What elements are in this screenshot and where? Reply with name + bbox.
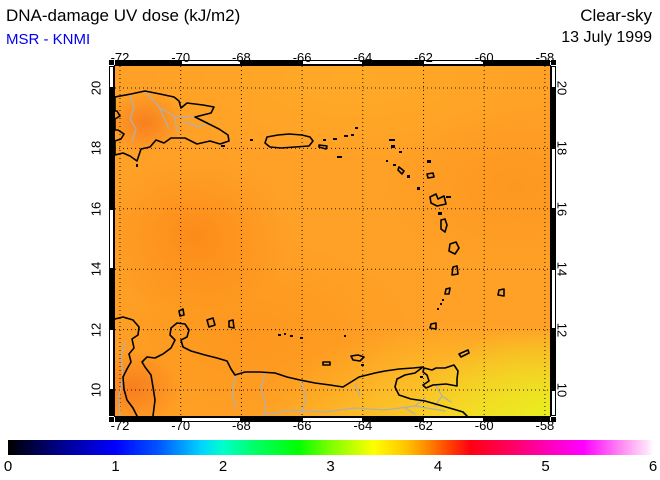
colorbar-tick-label: 0 — [3, 458, 13, 475]
coastline-venezuela-east — [141, 322, 468, 416]
lon-tick-label-bottom: -64 — [353, 418, 373, 433]
coastline-st-kitts — [397, 166, 405, 175]
frame-segment — [109, 60, 114, 65]
frame-segment — [551, 417, 556, 422]
colorbar-tick-label: 5 — [541, 458, 550, 475]
lat-tick-label-left: 18 — [88, 141, 104, 156]
lat-tick-label-right: 12 — [554, 322, 570, 337]
lon-tick-label-bottom: -60 — [474, 418, 494, 433]
coastline-antigua — [426, 172, 435, 179]
coastlines-layer — [115, 90, 505, 416]
lat-tick-label-left: 14 — [88, 261, 104, 277]
coastline-venezuela-west — [115, 316, 140, 416]
lon-tick-label-bottom: -70 — [171, 418, 191, 433]
coastline-bonaire — [228, 319, 235, 329]
coastline-dominica — [440, 218, 448, 233]
coastline-grenada — [429, 322, 437, 330]
frame-segment — [551, 269, 556, 329]
frame-segment — [109, 66, 114, 88]
frame-segment — [109, 209, 114, 269]
lat-tick-label-left: 16 — [88, 201, 104, 217]
frame-segment — [422, 417, 484, 422]
colorbar-tick-label: 2 — [218, 458, 228, 475]
lon-tick-label-bottom: -58 — [535, 418, 555, 433]
colorbar-tick-label: 6 — [648, 458, 658, 475]
lon-tick-label-top: -66 — [292, 50, 312, 65]
frame-segment — [241, 417, 302, 422]
frame-segment — [551, 209, 556, 269]
frame-segment — [109, 389, 114, 416]
lat-tick-label-right: 10 — [554, 382, 570, 398]
colorbar — [8, 440, 653, 455]
frame-segment — [551, 148, 556, 209]
coastline-margarita — [350, 354, 365, 362]
map-panel — [114, 65, 551, 417]
lon-tick-label-bottom: -68 — [231, 418, 251, 433]
lon-tick-label-top: -72 — [110, 50, 130, 65]
frame-segment — [551, 389, 556, 416]
frame-segment — [551, 88, 556, 148]
colorbar-tick-label: 4 — [433, 458, 443, 475]
small-islands — [136, 127, 451, 378]
coastline-hispaniola — [115, 90, 230, 162]
lon-tick-label-top: -70 — [171, 50, 191, 65]
frame-segment — [422, 60, 484, 65]
lat-tick-label-right: 18 — [554, 141, 570, 156]
sky-condition-label: Clear-sky — [580, 6, 652, 25]
frame-segment — [302, 417, 363, 422]
frame-segment — [109, 269, 114, 329]
coastline-aruba — [178, 308, 185, 317]
lon-tick-label-bottom: -62 — [414, 418, 433, 433]
rivers-and-borders — [118, 90, 452, 416]
frame-segment — [109, 88, 114, 209]
lat-tick-label-right: 16 — [554, 201, 570, 217]
frame-segment — [484, 60, 550, 65]
coastline-curacao — [206, 317, 216, 328]
frame-segment — [109, 328, 114, 390]
coastline-la-tortuga — [322, 361, 331, 366]
coastline-martinique — [448, 241, 460, 255]
frame-segment — [115, 60, 181, 65]
colorbar-tick-label: 3 — [326, 458, 335, 475]
frame-segment — [115, 417, 181, 422]
lat-tick-label-left: 12 — [88, 322, 104, 337]
frame-segment — [180, 417, 241, 422]
lon-tick-label-top: -64 — [353, 50, 373, 65]
colorbar-tick-label: 1 — [111, 458, 120, 475]
coastline-vieques — [318, 144, 328, 150]
lon-tick-label-top: -60 — [474, 50, 494, 65]
frame-segment — [362, 60, 423, 65]
coastline-puerto-rico — [264, 133, 314, 149]
frame-segment — [551, 328, 556, 390]
lat-tick-label-right: 14 — [554, 261, 570, 277]
lon-tick-label-top: -68 — [231, 50, 251, 65]
lon-tick-label-bottom: -66 — [292, 418, 312, 433]
graticule-gridlines — [115, 66, 550, 416]
lon-tick-label-bottom: -72 — [110, 418, 130, 433]
frame-segment — [484, 417, 550, 422]
lat-tick-label-right: 20 — [554, 80, 570, 96]
lat-tick-label-left: 20 — [88, 80, 104, 96]
coastline-st-lucia — [451, 265, 459, 276]
coastline-barbados — [497, 288, 505, 297]
coastline-st-vincent — [444, 287, 451, 295]
frame-segment — [551, 66, 556, 88]
frame-segment — [302, 60, 363, 65]
frame-segment — [362, 417, 423, 422]
lon-tick-label-top: -62 — [414, 50, 433, 65]
figure-title: DNA-damage UV dose (kJ/m2) — [6, 6, 241, 25]
coastline-trinidad — [422, 364, 459, 389]
frame-segment — [241, 60, 302, 65]
date-label: 13 July 1999 — [561, 29, 652, 46]
coastline-guadeloupe — [429, 193, 447, 207]
frame-segment — [551, 60, 556, 65]
frame-segment — [109, 417, 114, 422]
coastline-outlines — [115, 90, 505, 416]
data-source-label: MSR - KNMI — [6, 31, 91, 48]
frame-segment — [180, 60, 241, 65]
coastline-tobago — [458, 349, 470, 358]
lat-tick-label-left: 10 — [88, 382, 104, 398]
lon-tick-label-top: -58 — [535, 50, 555, 65]
